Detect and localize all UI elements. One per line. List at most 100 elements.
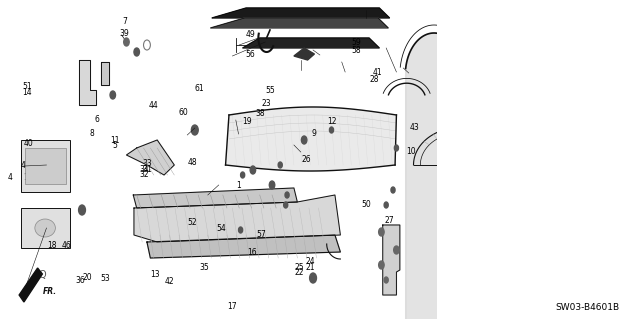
Circle shape bbox=[250, 166, 255, 174]
Circle shape bbox=[284, 202, 288, 208]
Text: 34: 34 bbox=[140, 165, 149, 174]
Text: 41: 41 bbox=[372, 68, 382, 77]
Text: 10: 10 bbox=[406, 147, 416, 156]
Circle shape bbox=[384, 202, 388, 208]
Text: 25: 25 bbox=[295, 263, 305, 272]
Text: 42: 42 bbox=[165, 277, 175, 286]
Circle shape bbox=[301, 136, 307, 144]
Text: 53: 53 bbox=[100, 274, 110, 283]
Circle shape bbox=[330, 127, 333, 133]
Text: 44: 44 bbox=[149, 101, 159, 110]
Circle shape bbox=[285, 192, 289, 198]
Text: 61: 61 bbox=[194, 84, 204, 93]
Polygon shape bbox=[19, 268, 42, 302]
Circle shape bbox=[552, 143, 559, 153]
Circle shape bbox=[566, 154, 572, 162]
Bar bbox=[20, 208, 70, 248]
Text: 17: 17 bbox=[227, 302, 237, 311]
Text: 55: 55 bbox=[266, 86, 275, 95]
Text: 31: 31 bbox=[142, 165, 152, 174]
Text: 7: 7 bbox=[122, 17, 127, 26]
Circle shape bbox=[391, 187, 395, 193]
Text: 38: 38 bbox=[255, 109, 265, 118]
Text: 56: 56 bbox=[245, 50, 255, 59]
Text: 19: 19 bbox=[243, 117, 252, 126]
Circle shape bbox=[384, 277, 388, 283]
Circle shape bbox=[557, 266, 563, 274]
Circle shape bbox=[548, 252, 573, 288]
Text: 33: 33 bbox=[142, 159, 152, 168]
Circle shape bbox=[394, 246, 399, 254]
Polygon shape bbox=[294, 48, 314, 60]
Polygon shape bbox=[147, 235, 340, 258]
Bar bbox=[20, 140, 70, 192]
Circle shape bbox=[241, 172, 244, 178]
Text: 18: 18 bbox=[47, 241, 56, 250]
Text: Q: Q bbox=[38, 270, 46, 280]
Text: 51: 51 bbox=[22, 82, 32, 91]
Circle shape bbox=[572, 114, 577, 122]
Text: 36: 36 bbox=[75, 276, 85, 285]
Circle shape bbox=[134, 48, 140, 56]
Polygon shape bbox=[225, 107, 396, 171]
Polygon shape bbox=[243, 38, 380, 48]
Circle shape bbox=[593, 155, 596, 161]
Text: 35: 35 bbox=[200, 263, 209, 272]
Text: 48: 48 bbox=[188, 158, 197, 167]
Circle shape bbox=[379, 261, 384, 269]
Circle shape bbox=[110, 91, 115, 99]
Text: 9: 9 bbox=[312, 130, 317, 138]
Circle shape bbox=[310, 273, 316, 283]
Circle shape bbox=[124, 38, 129, 46]
Text: 32: 32 bbox=[140, 170, 149, 179]
Polygon shape bbox=[211, 18, 388, 28]
Circle shape bbox=[79, 205, 85, 215]
Text: 58: 58 bbox=[352, 46, 362, 55]
Text: 12: 12 bbox=[327, 117, 337, 126]
Circle shape bbox=[625, 225, 632, 235]
Circle shape bbox=[632, 164, 637, 172]
Polygon shape bbox=[413, 128, 506, 165]
Text: FR.: FR. bbox=[42, 287, 56, 296]
Polygon shape bbox=[212, 8, 390, 18]
Circle shape bbox=[278, 162, 282, 168]
Text: 50: 50 bbox=[362, 200, 371, 209]
Circle shape bbox=[632, 183, 639, 193]
Polygon shape bbox=[577, 100, 598, 140]
Text: 21: 21 bbox=[306, 263, 316, 272]
Polygon shape bbox=[101, 62, 109, 85]
Text: 6: 6 bbox=[95, 115, 100, 124]
Text: SW03-B4601B: SW03-B4601B bbox=[556, 303, 620, 313]
Text: 23: 23 bbox=[261, 99, 271, 108]
Text: 13: 13 bbox=[150, 270, 160, 279]
Text: 54: 54 bbox=[216, 224, 226, 233]
Text: 20: 20 bbox=[83, 273, 92, 282]
Bar bbox=[561, 88, 639, 226]
Text: 60: 60 bbox=[179, 108, 189, 117]
Text: 8: 8 bbox=[90, 130, 94, 138]
Text: 22: 22 bbox=[295, 268, 305, 277]
Text: 5: 5 bbox=[112, 141, 117, 150]
Bar bbox=[24, 148, 66, 184]
Circle shape bbox=[269, 181, 275, 189]
Text: 52: 52 bbox=[188, 218, 197, 227]
Ellipse shape bbox=[35, 219, 56, 237]
Text: 11: 11 bbox=[110, 136, 119, 145]
Text: 57: 57 bbox=[257, 230, 266, 239]
Circle shape bbox=[379, 228, 384, 236]
Text: 24: 24 bbox=[306, 257, 316, 266]
Text: 49: 49 bbox=[245, 30, 255, 39]
Text: 16: 16 bbox=[246, 248, 257, 256]
Circle shape bbox=[394, 145, 399, 151]
Circle shape bbox=[557, 113, 564, 123]
Polygon shape bbox=[133, 188, 298, 208]
Polygon shape bbox=[383, 225, 400, 295]
Text: 26: 26 bbox=[301, 155, 311, 164]
Text: 47: 47 bbox=[20, 161, 30, 170]
Text: 15: 15 bbox=[24, 173, 33, 182]
Circle shape bbox=[577, 154, 582, 162]
Polygon shape bbox=[127, 140, 174, 175]
Text: 59: 59 bbox=[351, 38, 362, 47]
Text: 39: 39 bbox=[120, 29, 129, 38]
Circle shape bbox=[632, 204, 637, 212]
